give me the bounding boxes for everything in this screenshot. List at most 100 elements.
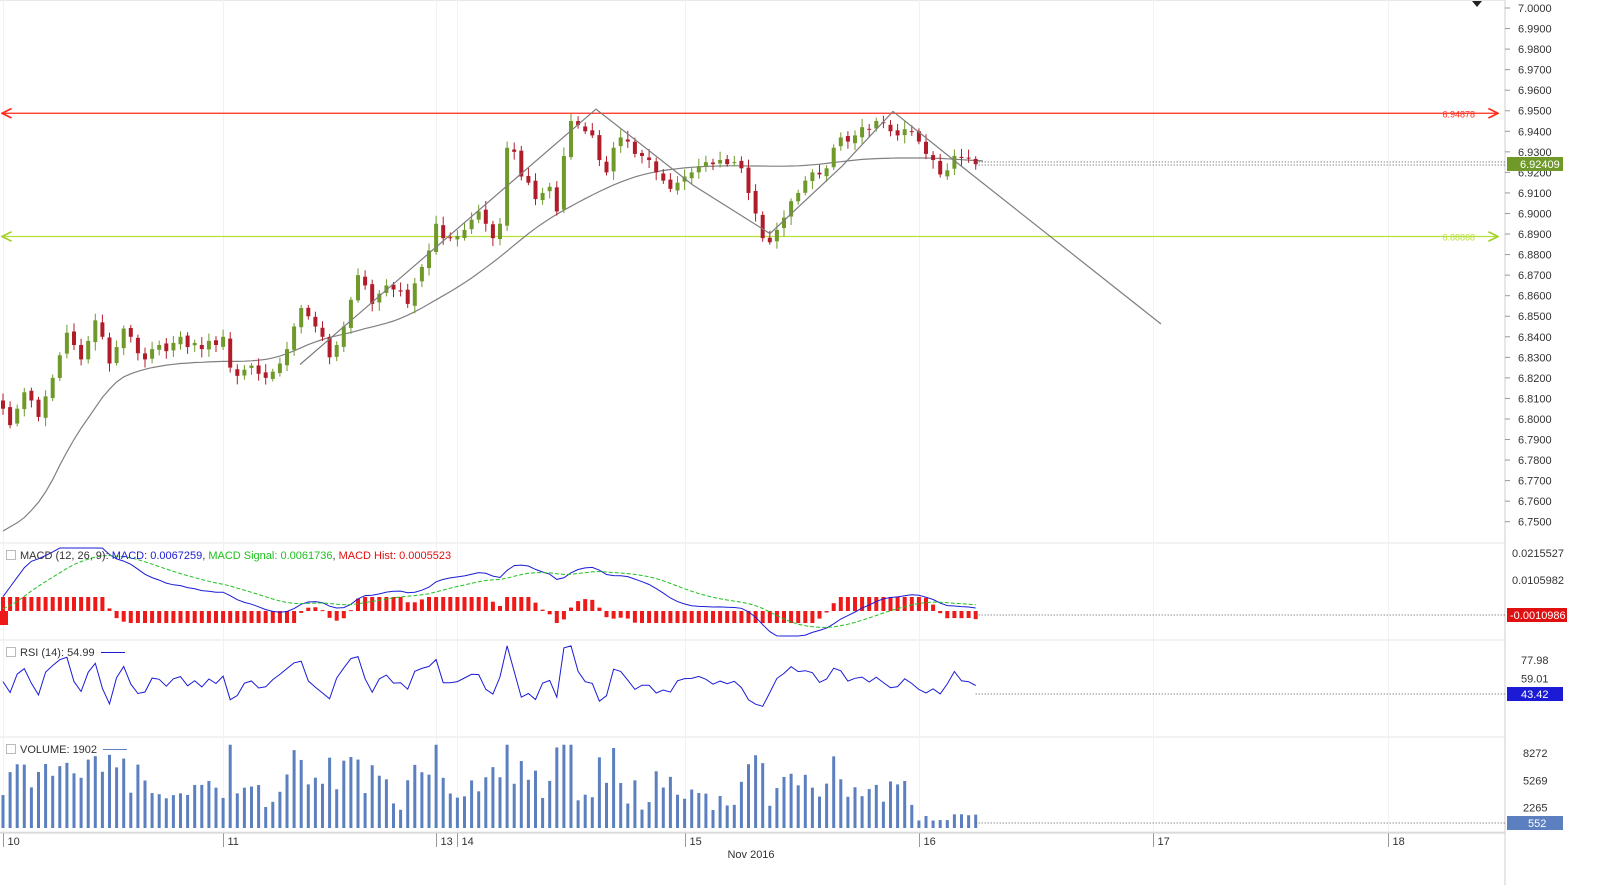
volume-bar [58,766,62,828]
macd-hist-bar [739,611,744,623]
collapse-box-icon[interactable] [6,647,16,657]
macd-hist-bar [583,599,588,611]
macd-hist-bar [398,597,403,611]
candle-body [838,137,843,147]
candle-body [143,353,147,360]
macd-hist-bar [5,611,8,625]
macd-hist-bar [164,611,169,623]
macd-hist-bar [526,597,531,611]
volume-bar [967,815,971,828]
candle-body [164,343,169,352]
macd-hist-bar [782,611,786,623]
y-tick-label: 6.9300 [1518,147,1552,159]
volume-bar [100,771,104,828]
candle-body [178,336,183,345]
macd-hist-bar [611,611,616,619]
volume-bar [881,801,885,828]
volume-bar [356,759,360,828]
macd-hist-bar [185,611,190,623]
macd-hist-bar [803,611,808,623]
volume-bar [164,798,168,828]
collapse-box-icon[interactable] [6,550,16,560]
volume-bar [512,783,516,828]
macd-hist-bar [313,607,318,611]
volume-bar [242,787,246,828]
volume-bar [264,807,268,828]
y-tick-label: 6.8100 [1518,393,1552,405]
candle-body [348,299,353,328]
volume-y-tick-label: 8272 [1523,748,1547,760]
volume-bar [171,795,175,828]
candle-body [924,141,928,154]
macd-hist-bar [867,597,872,611]
candle-body [618,137,623,147]
volume-bar [37,771,40,828]
macd-hist-bar [327,611,332,618]
moving-average-line [2,157,983,532]
volume-bar [917,820,921,828]
volume-last-box [1507,816,1563,831]
volume-bar [441,777,445,828]
candle-body [498,223,502,240]
volume-bar [29,787,33,828]
candle-body [952,155,957,169]
macd-hist-bar [824,611,829,613]
volume-bar [122,758,126,828]
volume-bar [519,761,523,828]
volume-bar [115,767,119,828]
candle-body [909,131,914,133]
candle-body [455,236,460,240]
macd-hist-bar [909,597,914,611]
macd-hist-bar [490,601,495,611]
candle-body [249,365,254,368]
candle-body [93,320,98,343]
macd-hist-bar [590,599,595,611]
volume-bar [605,782,608,828]
x-tick-label: 10 [8,836,20,848]
candle-body [57,355,62,378]
macd-hist-bar [746,611,751,623]
volume-bar [548,780,552,828]
candle-body [206,340,211,350]
candle-body [625,139,630,142]
candle-body [881,122,886,124]
candle-body [831,147,836,168]
macd-hist-bar [214,611,218,623]
macd-hist-bar [604,611,609,618]
volume-bar [896,784,900,828]
macd-hist-bar [235,611,240,623]
macd-hist-bar [945,611,950,619]
candle-body [611,147,616,172]
pattern-trendlines[interactable] [299,108,1162,365]
candle-body [412,283,417,306]
volume-bar [910,804,914,828]
volume-bar [889,781,892,828]
macd-hist-bar [838,597,843,611]
macd-title: MACD (12, 26, 9): [20,550,109,562]
macd-hist-bar [789,611,794,623]
candle-body [22,392,27,410]
macd-hist-bar [711,611,715,623]
macd-hist-bar [86,597,91,611]
volume-bar [484,777,488,828]
macd-hist-bar [348,610,353,612]
macd-hist-bar [171,611,176,623]
candle-body [583,126,588,132]
volume-bar [463,796,466,828]
volume-bar [860,796,864,828]
volume-bar [157,794,161,828]
macd-hist-bar [640,611,644,623]
macd-hist-bar [107,608,112,611]
candle-body [796,192,801,202]
volume-bar [392,803,395,828]
rsi-y-tick-label: 59.01 [1521,674,1549,686]
chevron-down-icon[interactable] [1472,1,1482,7]
volume-bar [697,793,701,828]
candle-body [135,337,140,354]
macd-hist-bar [263,611,268,623]
collapse-box-icon[interactable] [6,744,16,754]
candle-body [867,128,872,130]
volume-bar [420,772,424,828]
candle-body [888,124,893,132]
macd-hist-bar [895,597,900,611]
